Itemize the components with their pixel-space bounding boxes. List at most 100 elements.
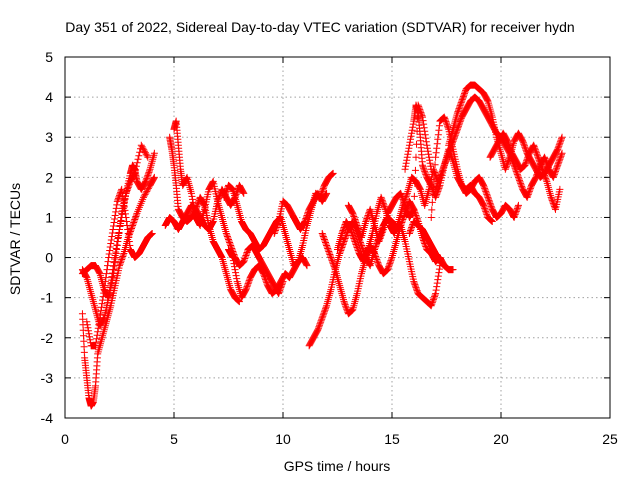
data-point xyxy=(460,91,468,99)
data-point xyxy=(108,232,116,240)
data-point xyxy=(352,218,360,226)
data-point xyxy=(106,243,114,251)
data-point xyxy=(410,192,418,200)
data-point xyxy=(454,124,462,132)
data-point xyxy=(541,173,549,181)
data-point xyxy=(514,172,522,180)
data-point xyxy=(434,131,442,139)
data-point xyxy=(425,153,433,161)
data-point xyxy=(319,186,327,194)
data-point xyxy=(453,125,461,133)
data-point xyxy=(144,170,152,178)
data-point xyxy=(392,223,400,231)
data-point xyxy=(240,256,248,264)
data-point xyxy=(347,307,355,315)
data-point xyxy=(229,257,237,265)
data-point xyxy=(111,258,119,266)
data-point xyxy=(323,243,331,251)
data-point xyxy=(522,145,530,153)
data-point xyxy=(260,273,268,281)
data-point xyxy=(136,148,144,156)
data-point xyxy=(410,279,418,287)
data-point xyxy=(386,260,394,268)
data-point xyxy=(421,167,429,175)
data-point xyxy=(337,245,345,253)
data-point xyxy=(144,171,152,179)
data-point xyxy=(214,197,222,205)
data-point xyxy=(110,259,118,267)
data-point xyxy=(324,246,332,254)
data-point xyxy=(480,203,488,211)
data-point xyxy=(230,263,238,271)
data-point xyxy=(481,204,489,212)
data-point xyxy=(421,131,429,139)
data-point xyxy=(232,269,240,277)
data-point xyxy=(117,217,125,225)
data-point xyxy=(398,194,406,202)
data-point xyxy=(361,253,369,261)
data-point xyxy=(405,229,413,237)
data-point xyxy=(95,321,103,329)
data-point xyxy=(428,206,436,214)
data-point xyxy=(130,170,138,178)
data-point xyxy=(270,229,278,237)
data-point xyxy=(519,139,527,147)
data-point xyxy=(150,173,158,181)
data-point xyxy=(363,249,371,257)
data-point xyxy=(330,263,338,271)
data-point xyxy=(118,189,126,197)
data-point xyxy=(541,171,549,179)
data-point xyxy=(272,223,280,231)
data-point xyxy=(521,161,529,169)
data-point xyxy=(433,190,441,198)
data-point xyxy=(357,240,365,248)
data-point xyxy=(399,197,407,205)
data-point xyxy=(457,99,465,107)
data-point xyxy=(133,159,141,167)
data-point xyxy=(433,140,441,148)
data-point xyxy=(442,118,450,126)
data-point xyxy=(150,149,158,157)
data-point xyxy=(534,152,542,160)
data-point xyxy=(371,250,379,258)
data-point xyxy=(347,227,355,235)
data-point xyxy=(425,150,433,158)
data-point xyxy=(274,219,282,227)
data-point xyxy=(301,216,309,224)
data-point xyxy=(391,228,399,236)
data-point xyxy=(409,206,417,214)
data-point xyxy=(534,167,542,175)
data-point xyxy=(456,118,464,126)
data-point xyxy=(427,213,435,221)
data-point xyxy=(356,239,364,247)
data-point xyxy=(302,213,310,221)
data-point xyxy=(350,212,358,220)
data-point xyxy=(234,297,242,305)
data-point xyxy=(379,199,387,207)
data-point xyxy=(555,141,563,149)
data-point xyxy=(542,176,550,184)
data-point xyxy=(452,128,460,136)
data-point xyxy=(444,152,452,160)
data-point xyxy=(443,119,450,127)
data-point xyxy=(96,314,104,322)
series-arc-8 xyxy=(225,246,311,302)
data-point xyxy=(514,173,522,181)
data-point xyxy=(127,226,135,234)
data-point xyxy=(233,275,241,283)
data-point xyxy=(117,188,125,196)
data-point xyxy=(260,271,268,279)
data-point xyxy=(413,214,421,222)
data-point xyxy=(406,138,414,146)
data-point xyxy=(113,242,121,250)
data-point xyxy=(428,184,436,192)
data-point xyxy=(314,326,322,334)
data-point xyxy=(432,149,440,157)
data-point xyxy=(450,136,458,144)
data-point xyxy=(234,296,242,304)
data-point xyxy=(431,161,439,169)
data-point xyxy=(501,165,509,173)
data-point xyxy=(448,140,456,148)
data-point xyxy=(351,217,359,225)
data-point xyxy=(432,185,440,193)
